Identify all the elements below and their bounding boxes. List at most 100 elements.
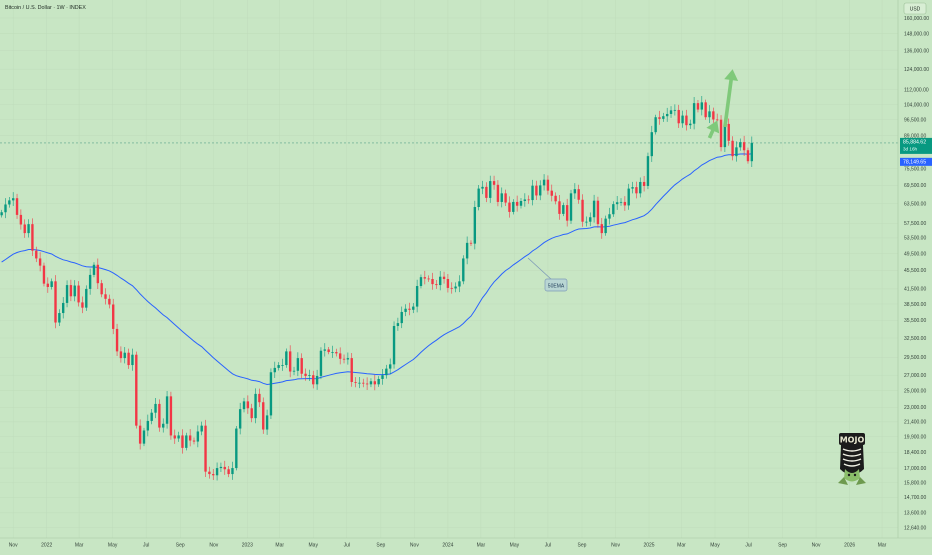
candle — [704, 99, 707, 120]
candle — [750, 136, 754, 168]
candle-body — [612, 204, 615, 215]
candle — [577, 184, 580, 204]
candle-body — [619, 201, 623, 203]
candle-body — [650, 132, 653, 157]
candle — [131, 348, 134, 371]
candle — [219, 462, 223, 472]
candle — [465, 236, 469, 265]
y-tick-label: 14,700.00 — [904, 495, 926, 501]
x-tick-label: Jul — [545, 543, 551, 549]
candle-body — [600, 224, 603, 234]
candle — [708, 105, 711, 124]
candle-body — [192, 440, 196, 442]
candle — [208, 466, 211, 479]
x-tick-label: Mar — [75, 543, 84, 549]
candle-body — [396, 323, 400, 326]
candle — [469, 240, 473, 247]
candle — [523, 193, 527, 207]
x-tick-label: Mar — [878, 543, 887, 549]
y-axis-labels: 160,000.00 148,000.00 136,000.00 124,000.00… — [904, 16, 929, 532]
candle-body — [285, 351, 288, 366]
y-axis-panel[interactable] — [898, 0, 932, 538]
candle-body — [742, 142, 746, 151]
candle-body — [642, 181, 646, 186]
candle — [573, 183, 577, 199]
candle — [400, 306, 403, 329]
candle — [662, 112, 665, 122]
candle-body — [696, 103, 700, 110]
x-tick-label: 2025 — [643, 543, 654, 549]
candlestick-series — [0, 96, 754, 481]
currency-button-frame[interactable] — [903, 2, 927, 15]
candle-body — [519, 201, 523, 206]
mojo-mask-logo: MOJO — [838, 433, 866, 485]
candle-body — [235, 428, 238, 469]
candle — [173, 429, 176, 444]
candle — [265, 409, 269, 435]
currency-button-label: USD — [910, 7, 921, 13]
candle-body — [350, 358, 353, 383]
candle — [112, 298, 115, 335]
candle — [277, 362, 280, 371]
candle — [27, 219, 30, 238]
x-tick-label: Jul — [745, 543, 751, 549]
candle — [515, 195, 519, 212]
candle — [200, 421, 203, 436]
candle — [492, 175, 496, 190]
candle-body — [662, 116, 665, 119]
x-axis-panel[interactable] — [0, 538, 898, 550]
candle-body — [550, 190, 553, 196]
candle-body — [446, 278, 450, 288]
candle-body — [319, 350, 323, 376]
y-tick-label: 75,500.00 — [904, 167, 926, 173]
ema-annotation: 50EMA — [527, 257, 568, 292]
candle — [712, 107, 715, 123]
candle-body — [281, 365, 284, 366]
candle-body — [115, 328, 119, 352]
candle — [115, 323, 119, 357]
candle — [4, 198, 7, 219]
candle — [381, 368, 384, 385]
candle-body — [88, 274, 92, 289]
candle — [589, 212, 592, 227]
candle-body — [715, 119, 719, 121]
candle-body — [27, 224, 30, 234]
x-axis-labels: Nov 2022 Mar May Jul Sep Nov 2023 Mar May Jul Sep No… — [9, 543, 887, 549]
candle — [69, 279, 73, 302]
candle-body — [242, 401, 246, 410]
candle-body — [65, 285, 69, 303]
candle — [308, 369, 311, 382]
candle — [600, 217, 603, 239]
candle — [458, 275, 461, 293]
candle-body — [146, 420, 150, 431]
currency-button[interactable]: USD — [903, 2, 927, 15]
candle — [235, 426, 238, 471]
candle — [304, 368, 307, 381]
candle-body — [273, 367, 276, 373]
candle — [365, 377, 369, 391]
projection-arrows — [706, 69, 739, 139]
x-tick-label: May — [108, 543, 118, 549]
candle-body — [727, 123, 730, 141]
candle — [35, 246, 38, 263]
candle — [338, 347, 342, 365]
candle-body — [585, 221, 588, 223]
candle-body — [496, 184, 500, 202]
y-tick-label: 18,400.00 — [904, 450, 926, 456]
candle — [335, 348, 338, 357]
ema-line — [1, 153, 752, 386]
candle — [392, 321, 396, 369]
candle — [250, 403, 253, 423]
candle-body — [277, 365, 280, 368]
candle — [85, 285, 88, 311]
candle — [685, 109, 688, 131]
candle-body — [481, 186, 484, 189]
candle-body — [735, 147, 738, 157]
chart-title: Bitcoin / U.S. Dollar · 1W · INDEX — [5, 5, 86, 11]
candle-body — [11, 198, 15, 201]
candle — [735, 141, 738, 162]
candle — [531, 179, 534, 206]
candle — [258, 388, 261, 408]
